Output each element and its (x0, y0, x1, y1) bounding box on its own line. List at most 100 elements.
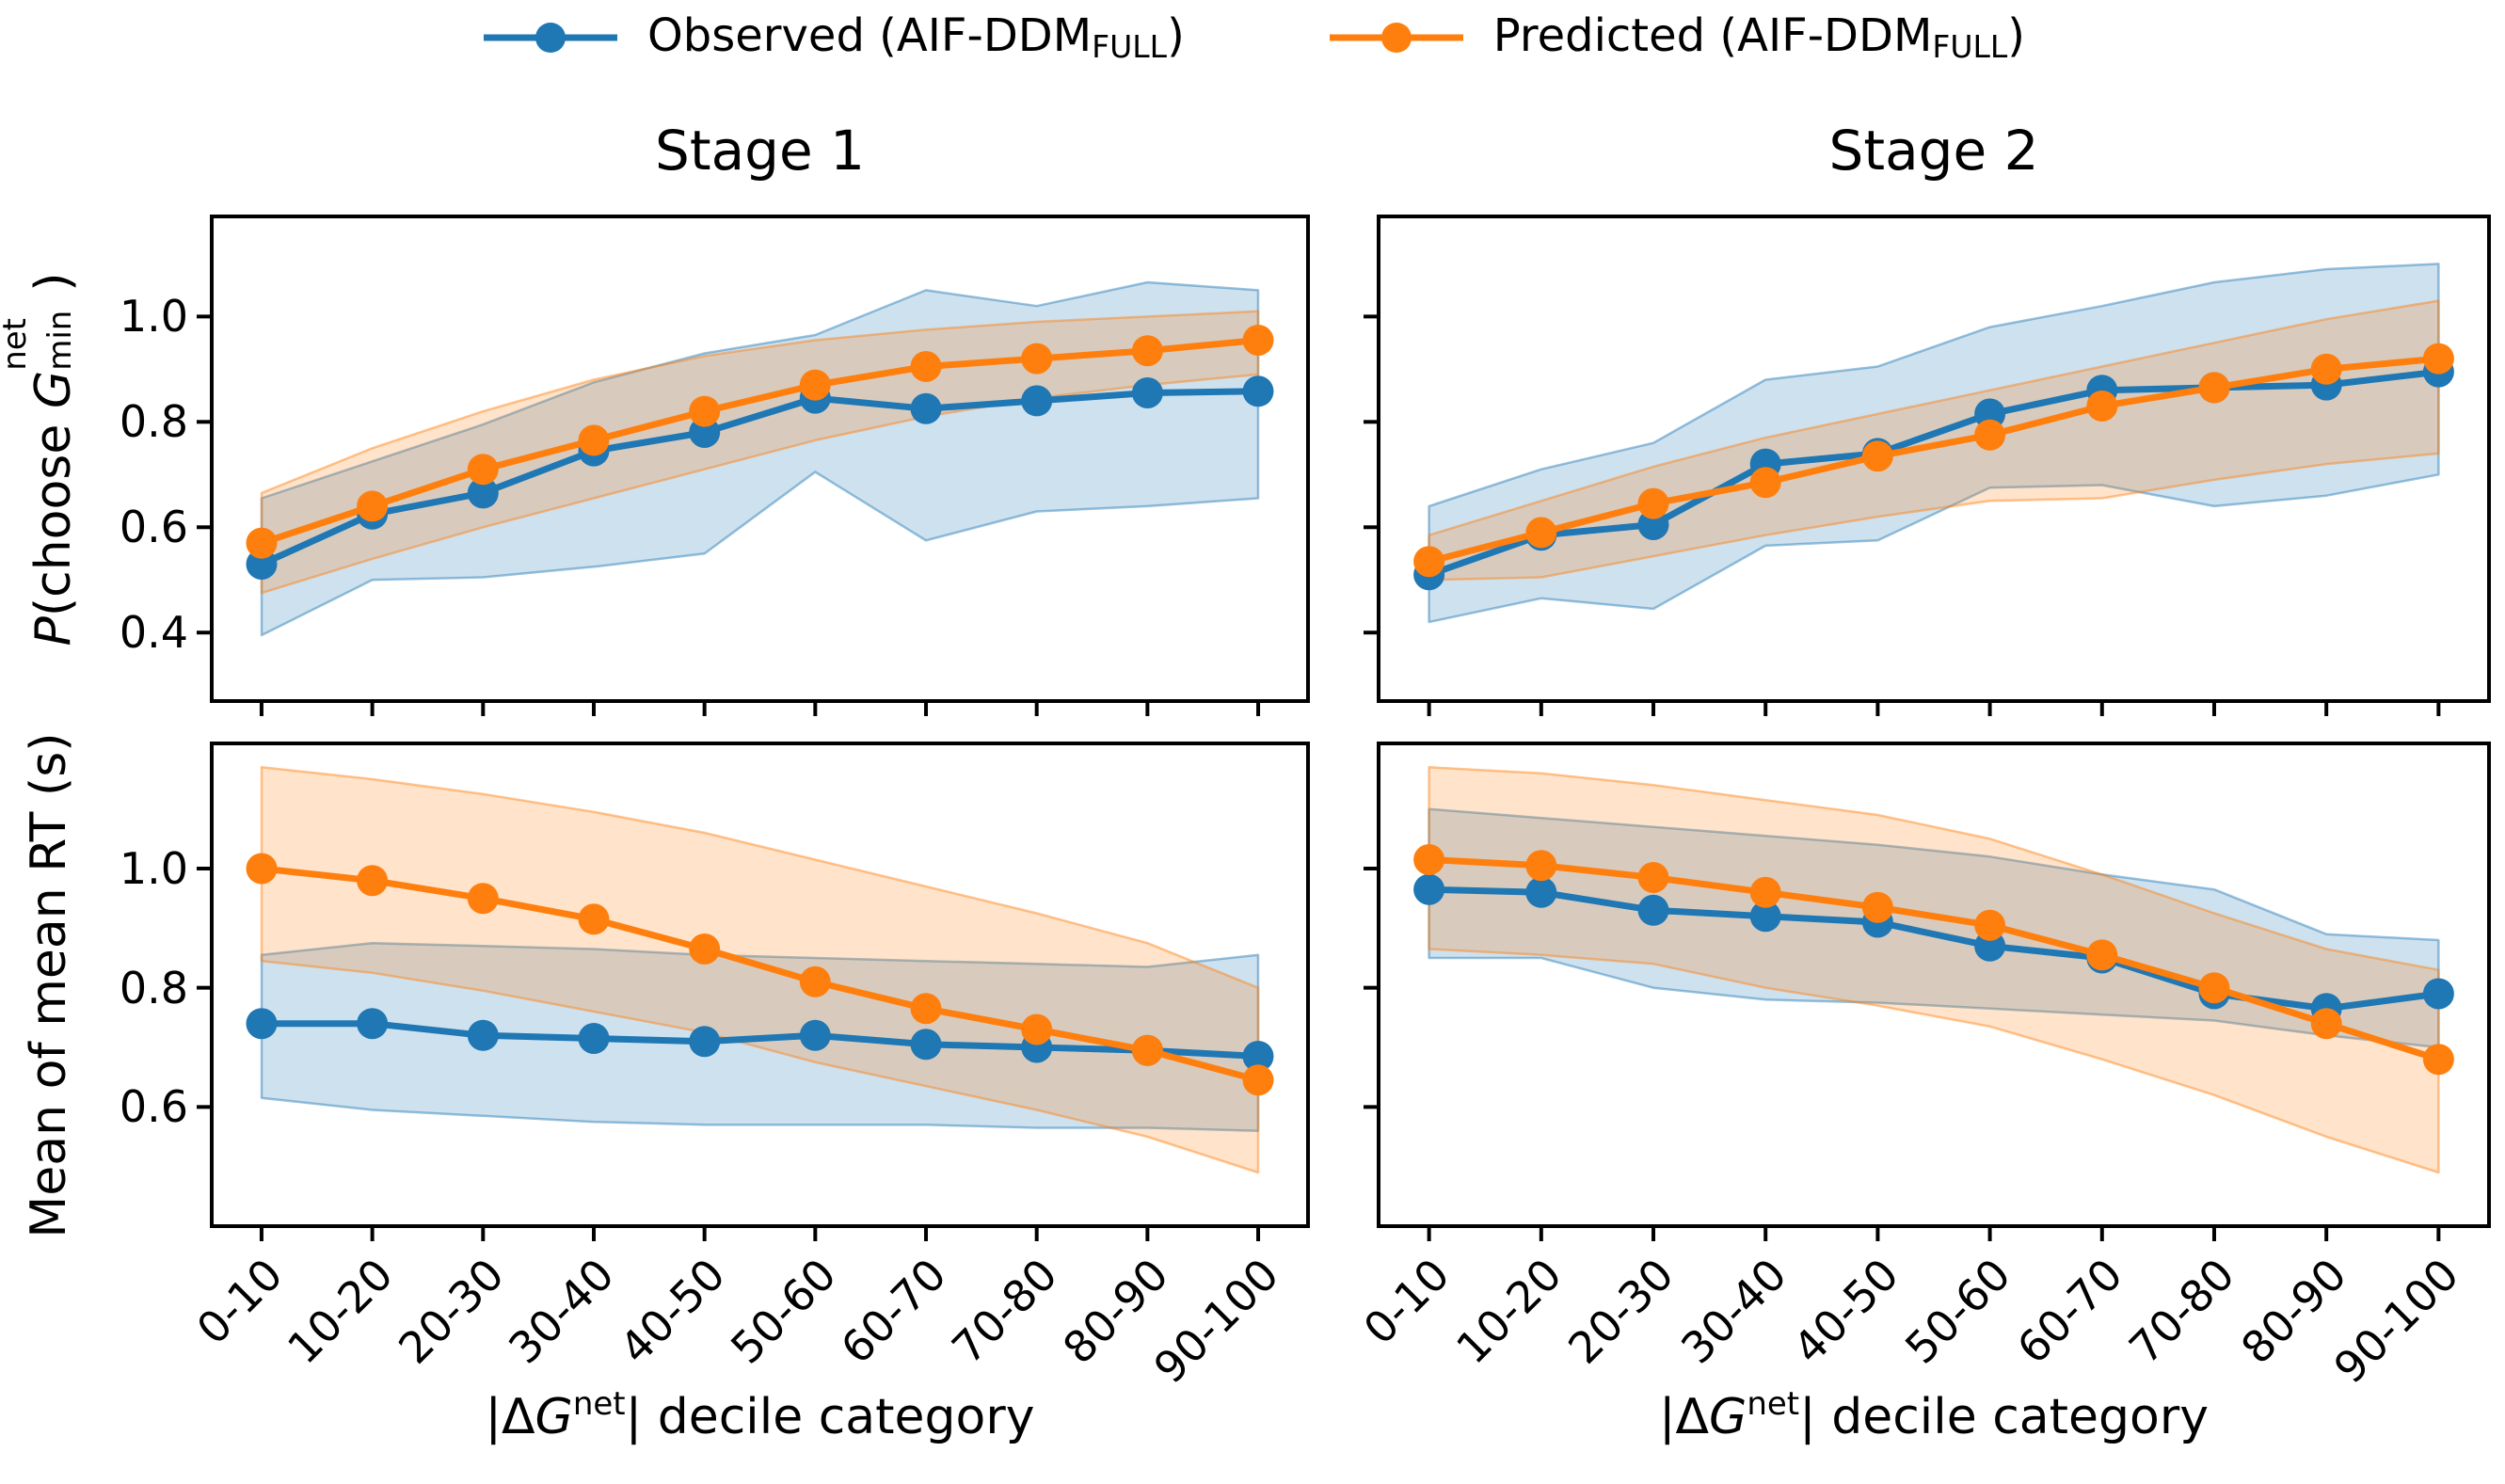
point-s1top-observed-60-70 (910, 392, 942, 424)
axes-s2rt (1364, 742, 2491, 1241)
x-axis-label-left: |ΔGnet| decile category (485, 1385, 1035, 1445)
point-s1top-predicted-30-40 (578, 424, 610, 456)
point-s1rt-observed-30-40 (578, 1023, 610, 1054)
band-s1rt-predicted (260, 766, 1260, 1174)
point-s1rt-observed-40-50 (689, 1026, 721, 1058)
point-s2rt-predicted-80-90 (2310, 1008, 2342, 1040)
ytick-label-s1rt-0.8: 0.8 (119, 962, 188, 1013)
legend-item-predicted: Predicted (AIF-DDMFULL) (1326, 9, 2025, 65)
point-s1rt-predicted-90-100 (1242, 1064, 1274, 1096)
line-s1top-observed (258, 388, 1262, 567)
axes-s2top (1364, 215, 2491, 716)
point-s2top-predicted-80-90 (2310, 353, 2342, 385)
point-s2top-predicted-60-70 (2086, 391, 2118, 422)
point-s2rt-predicted-20-30 (1637, 862, 1669, 893)
point-s1top-predicted-40-50 (689, 395, 721, 427)
point-s1top-observed-90-100 (1242, 375, 1274, 407)
point-s2top-predicted-90-100 (2422, 343, 2454, 375)
point-s2rt-observed-10-20 (1525, 876, 1557, 908)
point-s1rt-predicted-20-30 (467, 883, 499, 915)
ytick-label-s1rt-1.0: 1.0 (119, 843, 188, 894)
legend-label-predicted: Predicted (AIF-DDMFULL) (1492, 9, 2026, 65)
point-s2rt-observed-30-40 (1749, 901, 1781, 933)
axes-s1rt (197, 742, 1310, 1241)
subplot-title-stage1: Stage 1 (655, 119, 865, 183)
point-s2rt-predicted-30-40 (1749, 876, 1781, 908)
point-s1rt-observed-90-100 (1242, 1041, 1274, 1072)
line-s2top-predicted (1426, 355, 2442, 566)
point-s1top-observed-80-90 (1131, 377, 1163, 408)
line-s1rt-observed (258, 1020, 1262, 1060)
subplot-title-stage2: Stage 2 (1828, 119, 2039, 183)
line-s1rt-predicted (258, 865, 1262, 1084)
point-s2top-predicted-70-80 (2198, 372, 2230, 404)
axes-frame-s1rt (210, 742, 1310, 1228)
line-s2rt-observed (1426, 886, 2442, 1013)
band-s2rt-predicted (1428, 766, 2440, 1174)
point-s1rt-observed-60-70 (910, 1029, 942, 1061)
point-s1rt-predicted-40-50 (689, 933, 721, 965)
point-s1top-predicted-70-80 (1021, 343, 1053, 375)
point-s1rt-predicted-80-90 (1131, 1034, 1163, 1066)
point-s2rt-predicted-90-100 (2422, 1044, 2454, 1076)
point-s1top-predicted-80-90 (1131, 335, 1163, 367)
point-s2rt-observed-90-100 (2422, 978, 2454, 1010)
point-s2top-predicted-40-50 (1861, 440, 1893, 472)
point-s2rt-predicted-0-10 (1413, 844, 1445, 875)
point-s1rt-observed-10-20 (357, 1008, 389, 1040)
point-s1top-predicted-50-60 (799, 369, 831, 401)
point-s1top-predicted-10-20 (357, 490, 389, 522)
point-s1rt-observed-20-30 (467, 1019, 499, 1051)
axes-frame-s2rt (1377, 742, 2491, 1228)
point-s2rt-predicted-70-80 (2198, 972, 2230, 1004)
point-s1rt-observed-50-60 (799, 1019, 831, 1051)
point-s1rt-observed-0-10 (246, 1008, 278, 1040)
band-s2top-predicted (1428, 299, 2440, 582)
legend-item-observed: Observed (AIF-DDMFULL) (480, 9, 1185, 65)
point-s1top-observed-20-30 (467, 477, 499, 509)
x-axis-label-right: |ΔGnet| decile category (1658, 1385, 2210, 1445)
point-s1rt-predicted-10-20 (357, 865, 389, 897)
point-s2top-predicted-50-60 (1974, 419, 2006, 451)
predicted-line-marker-icon (1329, 22, 1463, 53)
ytick-label-s1top-0.6: 0.6 (119, 502, 188, 553)
point-s2top-predicted-10-20 (1525, 517, 1557, 549)
point-s1top-predicted-90-100 (1242, 325, 1274, 356)
point-s2rt-predicted-50-60 (1974, 909, 2006, 941)
axes-s1top (197, 215, 1310, 716)
legend-label-observed: Observed (AIF-DDMFULL) (646, 9, 1185, 65)
point-s1rt-predicted-0-10 (246, 853, 278, 885)
observed-line-marker-icon (483, 22, 617, 53)
ytick-label-s1top-1.0: 1.0 (119, 291, 188, 343)
axes-frame-s1top (210, 215, 1310, 703)
point-s2top-predicted-0-10 (1413, 546, 1445, 578)
point-s2rt-observed-20-30 (1637, 894, 1669, 926)
point-s1rt-predicted-70-80 (1021, 1013, 1053, 1045)
point-s2rt-predicted-10-20 (1525, 850, 1557, 882)
point-s1top-predicted-0-10 (246, 527, 278, 559)
ytick-label-s1top-0.4: 0.4 (119, 607, 188, 659)
point-s2top-predicted-30-40 (1749, 467, 1781, 499)
point-s2rt-predicted-60-70 (2086, 939, 2118, 971)
point-s1top-predicted-60-70 (910, 351, 942, 382)
axes-frame-s2top (1377, 215, 2491, 703)
band-s1top-predicted (260, 310, 1260, 595)
y-axis-label-rt: Mean of mean RT (s) (21, 732, 77, 1238)
point-s1rt-predicted-50-60 (799, 965, 831, 997)
band-s1top-observed (260, 280, 1260, 637)
point-s1rt-predicted-30-40 (578, 903, 610, 935)
point-s1top-predicted-20-30 (467, 454, 499, 486)
ytick-label-s1rt-0.6: 0.6 (119, 1081, 188, 1133)
ytick-label-s1top-0.8: 0.8 (119, 396, 188, 448)
point-s2rt-predicted-40-50 (1861, 891, 1893, 923)
legend: Observed (AIF-DDMFULL) Predicted (AIF-DD… (0, 9, 2505, 65)
point-s1top-observed-70-80 (1021, 385, 1053, 417)
point-s2top-predicted-20-30 (1637, 487, 1669, 519)
line-s2top-observed (1426, 368, 2442, 579)
line-s2rt-predicted (1426, 856, 2442, 1063)
point-s2rt-observed-0-10 (1413, 873, 1445, 905)
line-s1top-predicted (258, 337, 1262, 547)
point-s1rt-predicted-60-70 (910, 993, 942, 1025)
